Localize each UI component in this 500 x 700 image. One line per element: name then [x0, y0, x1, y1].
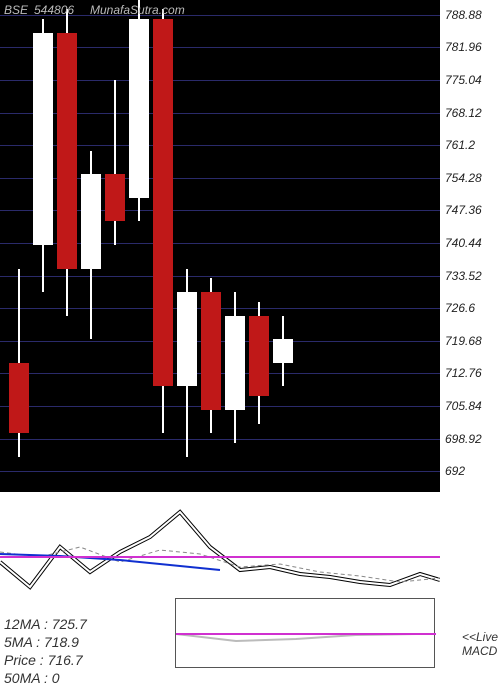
y-axis-label: 740.44: [445, 236, 482, 250]
candle-body: [225, 316, 245, 410]
candle-body: [273, 339, 293, 363]
candle-body: [105, 174, 125, 221]
candle-body: [9, 363, 29, 434]
y-axis-label: 761.2: [445, 138, 475, 152]
candle-body: [201, 292, 221, 410]
y-axis-label: 754.28: [445, 171, 482, 185]
candle-body: [153, 19, 173, 387]
y-axis-label: 719.68: [445, 334, 482, 348]
gridline: [0, 439, 440, 440]
candlestick-chart: BSE 544806 MunafaSutra.com: [0, 0, 440, 490]
y-axis-label: 726.6: [445, 301, 475, 315]
y-axis-label: 788.88: [445, 8, 482, 22]
y-axis-label: 733.52: [445, 269, 482, 283]
site-label: MunafaSutra.com: [90, 3, 185, 17]
candle-body: [129, 19, 149, 198]
chart-container: BSE 544806 MunafaSutra.com 788.88 781.96 7…: [0, 0, 500, 700]
symbol-label: 544806: [34, 3, 74, 17]
candle-body: [81, 174, 101, 268]
candle-body: [33, 33, 53, 245]
y-axis-label: 712.76: [445, 366, 482, 380]
info-line: 50MA : 0: [4, 669, 500, 687]
gridline: [0, 471, 440, 472]
y-axis-label: 698.92: [445, 432, 482, 446]
candle-body: [177, 292, 197, 386]
candle-body: [57, 33, 77, 269]
indicator-svg: [0, 492, 440, 612]
info-line: 12MA : 725.7: [4, 615, 500, 633]
y-axis-label: 705.84: [445, 399, 482, 413]
y-axis-label: 692: [445, 464, 465, 478]
exchange-label: BSE: [4, 3, 28, 17]
y-axis-label: 768.12: [445, 106, 482, 120]
info-panel: 12MA : 725.75MA : 718.9Price : 716.750MA…: [0, 615, 500, 700]
info-line: 5MA : 718.9: [4, 633, 500, 651]
info-line: Price : 716.7: [4, 651, 500, 669]
indicator-panel: [0, 490, 440, 610]
y-axis-label: 781.96: [445, 40, 482, 54]
candle-body: [249, 316, 269, 396]
indicator-line-shadow: [0, 512, 440, 587]
y-axis-label: 747.36: [445, 203, 482, 217]
y-axis-label: 775.04: [445, 73, 482, 87]
